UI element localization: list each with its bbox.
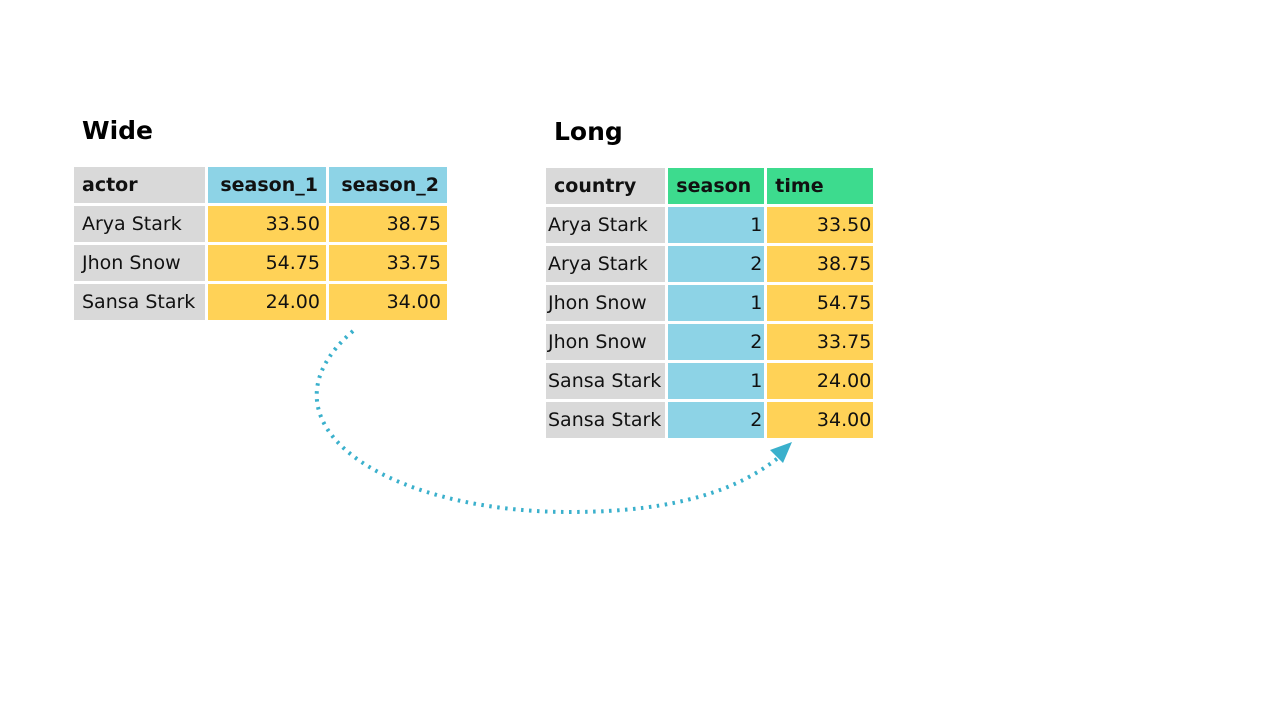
long-cell-country: Arya Stark [546, 246, 666, 282]
long-title: Long [554, 117, 623, 146]
wide-header-row: actor season_1 season_2 [74, 167, 447, 203]
wide-cell-value: 54.75 [208, 245, 326, 281]
long-cell-season: 1 [668, 285, 765, 321]
wide-header-actor: actor [74, 167, 205, 203]
long-cell-country: Sansa Stark [546, 363, 666, 399]
long-table: country season time Arya Stark 1 33.50 A… [543, 165, 876, 441]
long-cell-season: 2 [668, 402, 765, 438]
wide-cell-value: 33.50 [208, 206, 326, 242]
long-row: Arya Stark 1 33.50 [546, 207, 874, 243]
wide-cell-actor: Jhon Snow [74, 245, 205, 281]
long-cell-time: 24.00 [767, 363, 874, 399]
long-cell-time: 33.50 [767, 207, 874, 243]
wide-header-season-2: season_2 [329, 167, 447, 203]
wide-cell-value: 33.75 [329, 245, 447, 281]
long-cell-time: 38.75 [767, 246, 874, 282]
wide-title: Wide [82, 116, 153, 145]
long-cell-season: 2 [668, 246, 765, 282]
long-row: Sansa Stark 1 24.00 [546, 363, 874, 399]
long-cell-country: Sansa Stark [546, 402, 666, 438]
wide-row: Sansa Stark 24.00 34.00 [74, 284, 447, 320]
wide-table: actor season_1 season_2 Arya Stark 33.50… [71, 164, 450, 323]
wide-row: Jhon Snow 54.75 33.75 [74, 245, 447, 281]
long-cell-country: Arya Stark [546, 207, 666, 243]
wide-row: Arya Stark 33.50 38.75 [74, 206, 447, 242]
wide-cell-actor: Arya Stark [74, 206, 205, 242]
long-header-time: time [767, 168, 874, 204]
long-header-season: season [668, 168, 765, 204]
long-cell-time: 34.00 [767, 402, 874, 438]
wide-cell-value: 38.75 [329, 206, 447, 242]
long-header-row: country season time [546, 168, 874, 204]
wide-header-season-1: season_1 [208, 167, 326, 203]
arrow-head-icon [770, 442, 792, 463]
long-row: Jhon Snow 2 33.75 [546, 324, 874, 360]
long-row: Sansa Stark 2 34.00 [546, 402, 874, 438]
long-header-country: country [546, 168, 666, 204]
long-cell-country: Jhon Snow [546, 324, 666, 360]
long-cell-season: 2 [668, 324, 765, 360]
long-row: Jhon Snow 1 54.75 [546, 285, 874, 321]
long-cell-season: 1 [668, 207, 765, 243]
wide-cell-value: 24.00 [208, 284, 326, 320]
long-cell-country: Jhon Snow [546, 285, 666, 321]
long-cell-time: 33.75 [767, 324, 874, 360]
long-cell-season: 1 [668, 363, 765, 399]
wide-cell-actor: Sansa Stark [74, 284, 205, 320]
wide-cell-value: 34.00 [329, 284, 447, 320]
long-cell-time: 54.75 [767, 285, 874, 321]
long-row: Arya Stark 2 38.75 [546, 246, 874, 282]
